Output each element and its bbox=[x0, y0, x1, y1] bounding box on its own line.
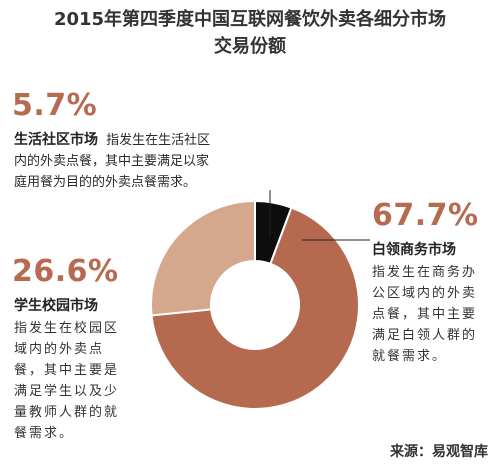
office-title: 白领商务市场 bbox=[372, 242, 456, 258]
community-desc-line: 内的外卖点餐，其中主要满足以家 bbox=[14, 154, 210, 169]
campus-desc-line: 餐需求。 bbox=[14, 426, 75, 441]
campus-pct-label: 26.6% bbox=[12, 254, 119, 289]
office-desc-line: 就餐需求。 bbox=[372, 349, 448, 364]
campus-desc-line: 指发生在校园区 bbox=[14, 321, 120, 336]
campus-desc-line: 满足学生以及少 bbox=[14, 384, 120, 399]
campus-title: 学生校园市场 bbox=[14, 298, 98, 314]
chart-title-line2: 交易份额 bbox=[214, 36, 286, 57]
community-annotation: 生活社区市场 指发生在生活社区 内的外卖点餐，其中主要满足以家 庭用餐为目的的外… bbox=[14, 130, 294, 193]
source-note: 来源：易观智库 bbox=[390, 444, 488, 460]
donut-slice-2 bbox=[150, 199, 256, 317]
campus-desc-line: 域内的外卖点 bbox=[14, 342, 105, 357]
office-pct-label: 67.7% bbox=[372, 198, 479, 233]
chart-title-line1: 2015年第四季度中国互联网餐饮外卖各细分市场 bbox=[53, 9, 447, 30]
office-desc-line: 公区域内的外卖 bbox=[372, 286, 478, 301]
office-desc-line: 指发生在商务办 bbox=[372, 265, 478, 280]
community-desc-inline: 指发生在生活社区 bbox=[106, 133, 211, 148]
office-desc: 指发生在商务办 公区域内的外卖 点餐，其中主要 满足白领人群的 就餐需求。 bbox=[372, 262, 487, 367]
community-pct-label: 5.7% bbox=[12, 88, 98, 123]
donut-slice-1 bbox=[150, 206, 360, 410]
community-title: 生活社区市场 bbox=[14, 132, 98, 148]
campus-desc: 指发生在校园区 域内的外卖点 餐，其中主要是 满足学生以及少 量教师人群的就 餐… bbox=[14, 318, 134, 444]
office-desc-line: 满足白领人群的 bbox=[372, 328, 478, 343]
campus-desc-line: 餐，其中主要是 bbox=[14, 363, 120, 378]
office-desc-line: 点餐，其中主要 bbox=[372, 307, 478, 322]
chart-title: 2015年第四季度中国互联网餐饮外卖各细分市场 交易份额 bbox=[0, 6, 500, 60]
community-desc-line: 庭用餐为目的的外卖点餐需求。 bbox=[14, 175, 197, 190]
campus-desc-line: 量教师人群的就 bbox=[14, 405, 120, 420]
